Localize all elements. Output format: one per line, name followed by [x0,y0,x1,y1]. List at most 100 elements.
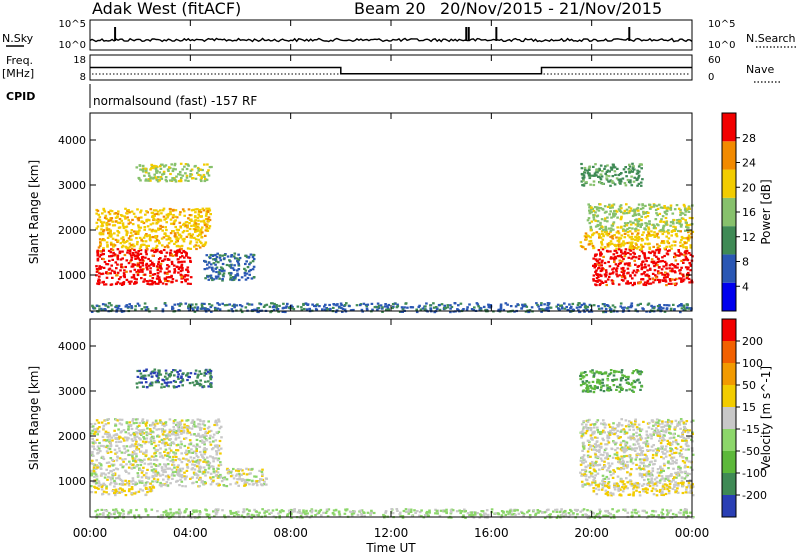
scatter-cell [139,463,143,467]
scatter-cell [189,276,193,279]
scatter-cell [157,213,160,216]
scatter-cell [101,435,105,438]
scatter-cell [646,238,649,241]
scatter-cell [149,236,152,239]
scatter-cell [662,483,665,486]
scatter-cell [139,438,142,441]
scatter-cell [603,219,607,222]
scatter-cell [234,274,238,277]
scatter-cell [102,230,105,233]
scatter-cell [624,464,628,467]
scatter-cell [116,468,120,471]
scatter-cell [198,445,202,448]
scatter-cell [642,467,645,470]
scatter-cell [599,251,602,254]
scatter-cell [249,253,253,256]
scatter-cell [600,422,603,425]
scatter-cell [160,383,164,386]
scatter-cell [560,306,564,309]
scatter-cell [108,259,111,262]
scatter-cell [602,228,605,232]
scatter-cell [127,425,130,428]
scatter-cell [341,310,344,313]
scatter-cell [187,217,190,220]
scatter-cell [174,225,177,229]
scatter-cell [153,452,156,455]
scatter-cell [197,213,200,216]
scatter-cell [154,236,158,239]
scatter-cell [656,232,659,235]
scatter-cell [404,302,408,305]
scatter-cell [132,273,136,277]
scatter-cell [588,174,592,177]
scatter-cell [580,180,584,183]
scatter-cell [190,224,193,227]
scatter-cell [136,264,139,268]
scatter-cell [601,430,605,434]
scatter-cell [99,220,103,223]
scatter-cell [609,310,613,313]
scatter-cell [185,274,188,277]
scatter-cell [406,306,409,309]
scatter-cell [153,368,157,371]
scatter-cell [614,268,618,271]
scatter-cell [202,448,206,451]
scatter-cell [131,455,134,458]
scatter-cell [164,423,168,427]
scatter-cell [604,269,608,272]
scatter-cell [164,484,168,487]
scatter-cell [591,244,595,248]
scatter-cell [362,302,366,305]
scatter-cell [186,274,190,277]
scatter-cell [199,233,203,236]
scatter-cell [640,266,644,269]
scatter-cell [139,211,142,214]
scatter-cell [183,256,186,259]
scatter-cell [682,309,686,312]
scatter-cell [200,241,203,245]
scatter-cell [200,372,203,375]
scatter-cell [588,476,591,479]
scatter-cell [185,252,188,255]
scatter-cell [584,235,588,239]
scatter-cell [158,241,161,244]
scatter-cell [160,454,164,457]
scatter-cell [140,480,144,483]
scatter-cell [185,453,188,456]
scatter-cell [602,477,605,481]
scatter-cell [661,439,664,442]
scatter-cell [613,306,617,309]
scatter-cell [237,268,241,271]
scatter-cell [624,425,628,428]
scatter-cell [240,479,244,482]
scatter-cell [623,209,627,212]
scatter-cell [101,456,105,459]
scatter-cell [127,305,130,309]
scatter-cell [338,305,341,308]
scatter-cell [152,441,156,444]
y-tick-label: 2000 [58,224,86,237]
scatter-cell [637,238,641,241]
scatter-cell [662,462,666,465]
scatter-cell [679,454,682,457]
scatter-cell [629,249,632,252]
scatter-cell [129,270,132,273]
scatter-cell [540,302,543,305]
scatter-cell [664,223,668,226]
scatter-cell [637,236,641,239]
scatter-cell [135,230,138,233]
scatter-cell [212,460,215,463]
scatter-cell [169,232,173,235]
scatter-cell [383,305,387,308]
scatter-cell [677,474,681,477]
scatter-cell [125,304,129,307]
scatter-cell [666,253,670,256]
scatter-cell [255,480,258,483]
scatter-cell [670,436,673,439]
scatter-cell [333,303,336,306]
scatter-cell [228,259,231,262]
scatter-cell [121,458,124,461]
scatter-cell [381,310,384,313]
scatter-cell [97,213,101,216]
scatter-cell [108,218,111,221]
